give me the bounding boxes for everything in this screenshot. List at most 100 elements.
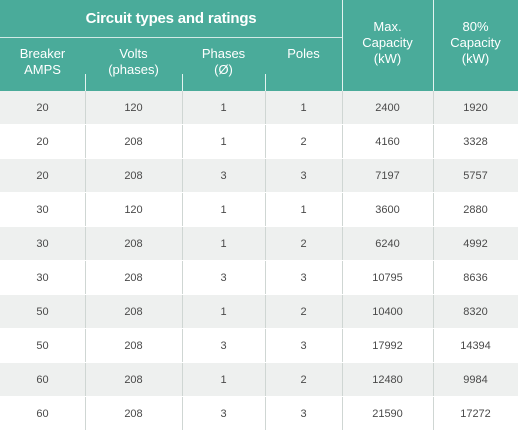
cell-volts: 208 <box>124 169 143 182</box>
column-divider <box>265 193 266 226</box>
column-divider <box>433 397 434 430</box>
column-divider <box>182 193 183 226</box>
cell-80-capacity: 2880 <box>463 203 488 216</box>
column-divider <box>85 227 86 260</box>
cell-volts: 120 <box>124 101 143 114</box>
cell-max-capacity: 12480 <box>372 373 403 386</box>
column-divider <box>433 91 434 124</box>
column-divider <box>85 159 86 192</box>
column-divider <box>265 397 266 430</box>
header-tick <box>182 74 183 91</box>
col-header-line: Capacity <box>362 35 413 50</box>
cell-breaker-amps: 20 <box>36 135 49 148</box>
cell-max-capacity: 2400 <box>375 101 400 114</box>
column-divider <box>265 329 266 362</box>
cell-poles: 3 <box>300 271 307 284</box>
column-divider <box>265 91 266 124</box>
cell-poles: 3 <box>300 169 307 182</box>
column-divider <box>342 193 343 226</box>
column-divider <box>342 363 343 396</box>
column-divider <box>433 329 434 362</box>
column-divider <box>433 227 434 260</box>
cell-poles: 1 <box>300 101 307 114</box>
cell-poles: 3 <box>300 407 307 420</box>
col-header-80-capacity: 80% Capacity (kW) <box>433 0 518 91</box>
cell-max-capacity: 3600 <box>375 203 400 216</box>
table-title: Circuit types and ratings <box>85 10 257 27</box>
column-divider <box>265 125 266 158</box>
column-divider <box>182 363 183 396</box>
cell-volts: 208 <box>124 339 143 352</box>
col-header-breaker-amps: Breaker AMPS <box>0 38 85 91</box>
table-body: 20 120 1 1 2400 1920 20 208 1 2 4160 3328 20 208 3 3 719… <box>0 91 518 431</box>
cell-volts: 208 <box>124 135 143 148</box>
cell-80-capacity: 9984 <box>463 373 488 386</box>
column-divider <box>85 125 86 158</box>
table-row: 30 120 1 1 3600 2880 <box>0 193 518 227</box>
cell-breaker-amps: 20 <box>36 101 49 114</box>
table-row: 60 208 1 2 12480 9984 <box>0 363 518 397</box>
cell-80-capacity: 1920 <box>463 101 488 114</box>
col-header-line: (Ø) <box>214 62 233 77</box>
column-divider <box>182 397 183 430</box>
header-tick <box>85 74 86 91</box>
cell-80-capacity: 5757 <box>463 169 488 182</box>
title-divider <box>0 37 342 38</box>
cell-max-capacity: 4160 <box>375 135 400 148</box>
column-divider <box>433 159 434 192</box>
cell-phases: 1 <box>220 101 227 114</box>
col-header-line: (phases) <box>108 62 159 77</box>
cell-breaker-amps: 50 <box>36 339 49 352</box>
column-divider <box>433 295 434 328</box>
cell-poles: 3 <box>300 339 307 352</box>
column-divider <box>342 91 343 124</box>
cell-max-capacity: 6240 <box>375 237 400 250</box>
column-divider <box>342 397 343 430</box>
cell-volts: 208 <box>124 407 143 420</box>
cell-phases: 3 <box>220 407 227 420</box>
col-header-line: AMPS <box>24 62 61 77</box>
table-row: 30 208 1 2 6240 4992 <box>0 227 518 261</box>
cell-phases: 1 <box>220 305 227 318</box>
cell-volts: 208 <box>124 237 143 250</box>
column-divider <box>182 125 183 158</box>
col-header-line: (kW) <box>373 51 402 66</box>
column-divider <box>342 295 343 328</box>
column-divider <box>85 91 86 124</box>
cell-breaker-amps: 60 <box>36 373 49 386</box>
col-header-line: Phases <box>201 46 246 61</box>
column-divider <box>342 159 343 192</box>
cell-phases: 1 <box>220 237 227 250</box>
cell-poles: 2 <box>300 305 307 318</box>
cell-volts: 208 <box>124 271 143 284</box>
col-header-poles: Poles <box>265 38 342 91</box>
table-row: 30 208 3 3 10795 8636 <box>0 261 518 295</box>
column-divider <box>85 329 86 362</box>
cell-80-capacity: 17272 <box>460 407 491 420</box>
column-divider <box>182 159 183 192</box>
cell-max-capacity: 10400 <box>372 305 403 318</box>
column-divider <box>182 261 183 294</box>
col-header-line: Volts <box>119 46 148 61</box>
table-row: 50 208 1 2 10400 8320 <box>0 295 518 329</box>
cell-poles: 2 <box>300 237 307 250</box>
column-divider <box>433 363 434 396</box>
col-header-line: Capacity <box>450 35 501 50</box>
cell-volts: 208 <box>124 305 143 318</box>
cell-phases: 1 <box>220 373 227 386</box>
col-header-line: Max. <box>373 19 402 34</box>
column-divider <box>182 295 183 328</box>
cell-volts: 120 <box>124 203 143 216</box>
col-header-line: Poles <box>287 46 320 61</box>
column-divider <box>342 261 343 294</box>
column-divider <box>265 261 266 294</box>
col-header-line: (kW) <box>461 51 490 66</box>
cell-max-capacity: 21590 <box>372 407 403 420</box>
cell-80-capacity: 14394 <box>460 339 491 352</box>
header-divider <box>433 0 434 91</box>
column-divider <box>265 227 266 260</box>
column-divider <box>433 125 434 158</box>
column-divider <box>342 227 343 260</box>
cell-max-capacity: 10795 <box>372 271 403 284</box>
